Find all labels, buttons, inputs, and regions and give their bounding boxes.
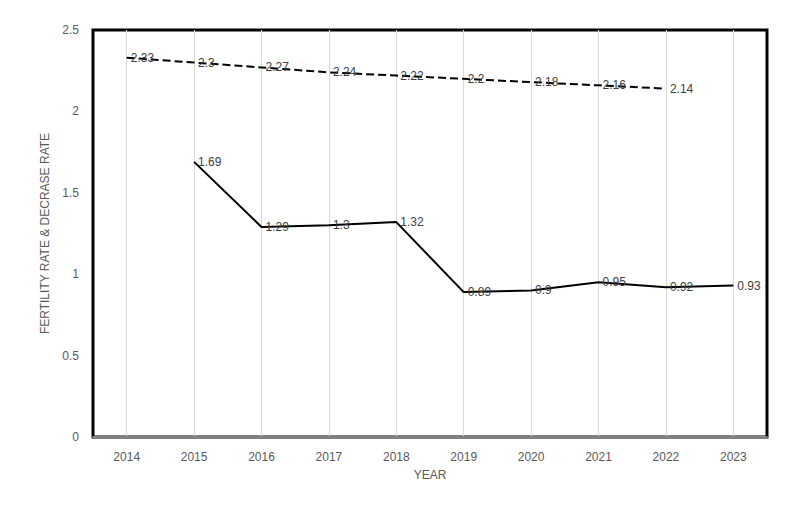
svg-text:YEAR: YEAR bbox=[414, 468, 447, 482]
svg-text:0.9: 0.9 bbox=[535, 283, 552, 297]
svg-text:0: 0 bbox=[72, 430, 79, 444]
svg-text:2022: 2022 bbox=[653, 450, 680, 464]
svg-text:0.95: 0.95 bbox=[603, 275, 627, 289]
svg-text:2014: 2014 bbox=[113, 450, 140, 464]
svg-text:1.69: 1.69 bbox=[198, 155, 222, 169]
svg-text:2019: 2019 bbox=[450, 450, 477, 464]
svg-text:0.93: 0.93 bbox=[737, 279, 761, 293]
svg-text:2: 2 bbox=[72, 104, 79, 118]
svg-text:2.14: 2.14 bbox=[670, 82, 694, 96]
svg-text:0.5: 0.5 bbox=[62, 349, 79, 363]
svg-text:2018: 2018 bbox=[383, 450, 410, 464]
svg-text:2.16: 2.16 bbox=[603, 78, 627, 92]
svg-text:2.33: 2.33 bbox=[131, 51, 155, 65]
svg-text:2.2: 2.2 bbox=[468, 72, 485, 86]
svg-text:2.18: 2.18 bbox=[535, 75, 559, 89]
svg-text:2021: 2021 bbox=[585, 450, 612, 464]
svg-text:2017: 2017 bbox=[316, 450, 343, 464]
svg-text:2.24: 2.24 bbox=[333, 65, 357, 79]
svg-text:2016: 2016 bbox=[248, 450, 275, 464]
svg-text:2.3: 2.3 bbox=[198, 56, 215, 70]
svg-text:FERTILITY RATE & DECRASE RATE: FERTILITY RATE & DECRASE RATE bbox=[38, 133, 52, 334]
svg-text:1.29: 1.29 bbox=[266, 220, 290, 234]
svg-text:2.27: 2.27 bbox=[266, 60, 290, 74]
svg-text:2.22: 2.22 bbox=[400, 69, 424, 83]
svg-text:1: 1 bbox=[72, 267, 79, 281]
svg-text:1.3: 1.3 bbox=[333, 218, 350, 232]
svg-text:0.89: 0.89 bbox=[468, 285, 492, 299]
svg-text:0.92: 0.92 bbox=[670, 280, 694, 294]
svg-text:1.5: 1.5 bbox=[62, 186, 79, 200]
svg-text:2023: 2023 bbox=[720, 450, 747, 464]
svg-text:1.32: 1.32 bbox=[400, 215, 424, 229]
svg-text:2020: 2020 bbox=[518, 450, 545, 464]
svg-text:2.5: 2.5 bbox=[62, 23, 79, 37]
svg-text:2015: 2015 bbox=[181, 450, 208, 464]
